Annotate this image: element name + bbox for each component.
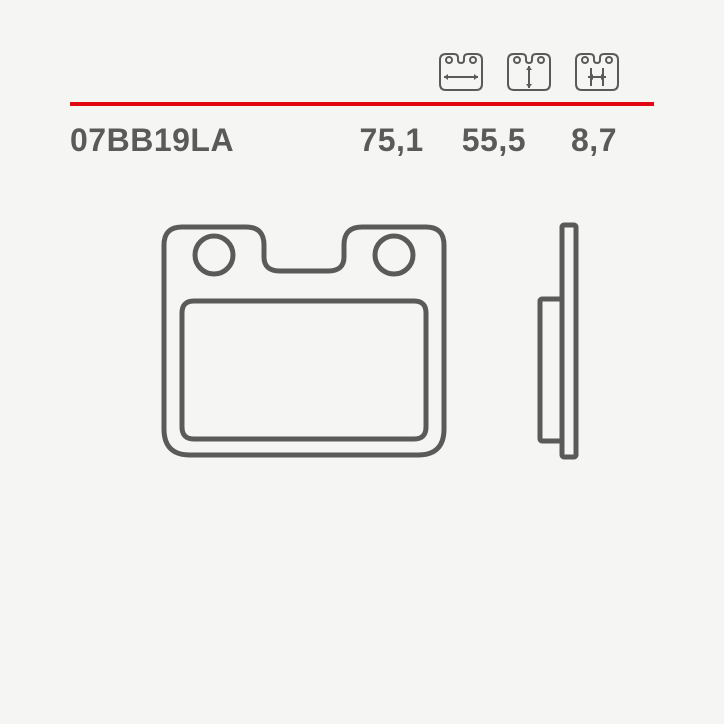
dim-thick: 8,7 xyxy=(564,122,624,159)
dimension-icons-row xyxy=(70,50,654,94)
part-number: 07BB19LA xyxy=(70,122,234,159)
spec-row: 07BB19LA 75,1 55,5 8,7 xyxy=(70,122,654,159)
separator-line xyxy=(70,102,654,106)
pad-width-icon xyxy=(434,50,488,94)
dimensions-group: 75,1 55,5 8,7 xyxy=(359,122,654,159)
technical-drawing xyxy=(70,205,654,475)
pad-thickness-icon xyxy=(570,50,624,94)
dim-height: 55,5 xyxy=(462,122,526,159)
brake-pad-side-view xyxy=(530,205,590,475)
brake-pad-front-view xyxy=(134,205,474,475)
dim-width: 75,1 xyxy=(359,122,423,159)
pad-height-icon xyxy=(502,50,556,94)
